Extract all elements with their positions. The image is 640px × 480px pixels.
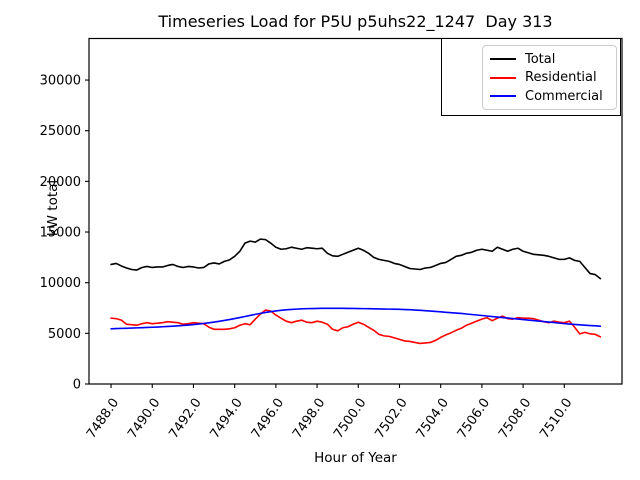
x-axis-label: Hour of Year: [314, 450, 397, 466]
y-tick-label: 25000: [40, 124, 81, 139]
x-tick-label: 7506.0: [455, 396, 493, 442]
y-tick-label: 0: [73, 378, 81, 393]
x-tick-label: 7500.0: [331, 396, 369, 442]
legend-label-total: Total: [525, 51, 556, 67]
y-axis-label: kW total: [45, 180, 61, 236]
legend-line-commercial: [490, 95, 516, 97]
x-tick-label: 7508.0: [496, 396, 534, 442]
series-line-commercial: [110, 307, 602, 330]
x-tick-label: 7502.0: [372, 396, 410, 442]
x-tick-label: 7490.0: [125, 396, 163, 442]
x-tick-label: 7510.0: [537, 396, 575, 442]
legend-item-total: Total: [490, 53, 609, 66]
legend: Total Residential Commercial: [482, 45, 617, 110]
x-tick-label: 7488.0: [84, 396, 122, 442]
chart-title: Timeseries Load for P5U p5uhs22_1247 Day…: [158, 12, 553, 31]
series-line-residential: [110, 309, 602, 345]
y-tick-label: 30000: [40, 74, 81, 89]
legend-label-commercial: Commercial: [525, 88, 603, 104]
legend-label-residential: Residential: [525, 70, 597, 85]
y-tick-label: 10000: [40, 276, 81, 291]
series-line-total: [110, 238, 602, 280]
legend-item-residential: Residential: [490, 71, 609, 84]
x-tick-label: 7498.0: [290, 396, 328, 442]
x-tick-label: 7494.0: [208, 396, 246, 442]
legend-item-commercial: Commercial: [490, 90, 609, 103]
y-tick-label: 15000: [40, 226, 81, 241]
x-tick-label: 7504.0: [414, 396, 452, 442]
y-tick-label: 20000: [40, 175, 81, 190]
legend-line-residential: [490, 76, 516, 79]
x-tick-label: 7492.0: [166, 396, 204, 442]
y-tick-label: 5000: [48, 327, 81, 342]
x-tick-label: 7496.0: [249, 396, 287, 442]
axes-frame: [88, 37, 623, 385]
legend-line-total: [490, 58, 516, 60]
